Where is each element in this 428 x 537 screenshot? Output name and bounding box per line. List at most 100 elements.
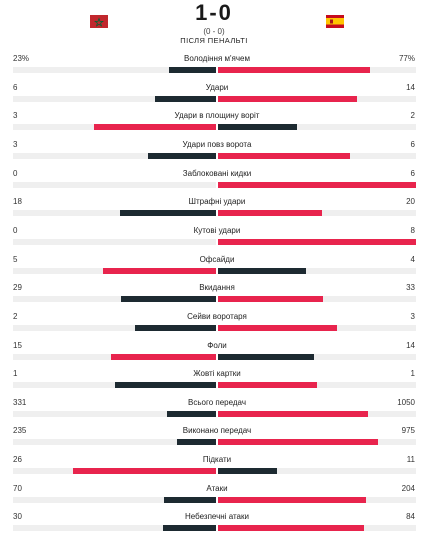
away-bar-track (218, 525, 416, 531)
stat-label: Удари (0, 83, 428, 92)
home-bar-track (13, 296, 216, 302)
stat-label: Фоли (0, 341, 428, 350)
home-bar-track (13, 411, 216, 417)
stat-label: Виконано передач (0, 426, 428, 435)
home-bar (169, 67, 216, 73)
stat-row: 2 Сейви воротаря 3 (0, 310, 428, 334)
stat-row: 15 Фоли 14 (0, 339, 428, 363)
match-score: 1-0 (0, 0, 428, 26)
away-bar-track (218, 354, 416, 360)
stat-label: Удари повз ворота (0, 140, 428, 149)
stat-row: 23% Володіння м'ячем 77% (0, 52, 428, 76)
home-bar-track (13, 182, 216, 188)
stat-row: 0 Кутові удари 8 (0, 224, 428, 248)
away-bar (218, 354, 314, 360)
home-bar (177, 439, 216, 445)
away-bar-track (218, 239, 416, 245)
match-header: 1-0 (0 - 0) ПІСЛЯ ПЕНАЛЬТІ (0, 0, 428, 48)
away-bar-track (218, 468, 416, 474)
away-bar (218, 239, 416, 245)
away-stat-value: 4 (411, 255, 415, 264)
away-stat-value: 6 (411, 140, 415, 149)
away-bar (218, 439, 378, 445)
stat-label: Вкидання (0, 283, 428, 292)
home-bar-track (13, 497, 216, 503)
home-bar-track (13, 67, 216, 73)
away-bar (218, 210, 322, 216)
away-bar (218, 468, 277, 474)
away-bar (218, 411, 368, 417)
away-stat-value: 14 (406, 341, 415, 350)
home-bar (148, 153, 216, 159)
home-bar (164, 497, 216, 503)
stat-row: 26 Підкати 11 (0, 453, 428, 477)
home-bar (121, 296, 216, 302)
away-bar (218, 124, 297, 130)
stat-label: Штрафні удари (0, 197, 428, 206)
home-bar-track (13, 468, 216, 474)
home-bar-track (13, 96, 216, 102)
stat-label: Жовті картки (0, 369, 428, 378)
home-bar (103, 268, 216, 274)
home-bar (94, 124, 216, 130)
away-bar (218, 325, 337, 331)
stat-label: Офсайди (0, 255, 428, 264)
away-bar (218, 153, 350, 159)
stat-row: 331 Всього передач 1050 (0, 396, 428, 420)
home-bar (115, 382, 217, 388)
away-bar-track (218, 325, 416, 331)
away-bar-track (218, 382, 416, 388)
away-stat-value: 8 (411, 226, 415, 235)
penalties-note: ПІСЛЯ ПЕНАЛЬТІ (0, 36, 428, 45)
stat-row: 3 Удари в площину воріт 2 (0, 109, 428, 133)
stat-label: Всього передач (0, 398, 428, 407)
stat-row: 6 Удари 14 (0, 81, 428, 105)
away-stat-value: 6 (411, 169, 415, 178)
away-stat-value: 77% (399, 54, 415, 63)
stat-row: 5 Офсайди 4 (0, 253, 428, 277)
away-bar (218, 268, 306, 274)
stat-row: 30 Небезпечні атаки 84 (0, 510, 428, 534)
home-bar-track (13, 382, 216, 388)
away-bar-track (218, 268, 416, 274)
home-bar-track (13, 525, 216, 531)
away-stat-value: 14 (406, 83, 415, 92)
stat-label: Кутові удари (0, 226, 428, 235)
stat-label: Заблоковані кидки (0, 169, 428, 178)
away-stat-value: 2 (411, 111, 415, 120)
away-bar (218, 67, 370, 73)
away-bar-track (218, 411, 416, 417)
away-bar-track (218, 67, 416, 73)
stat-label: Сейви воротаря (0, 312, 428, 321)
away-bar-track (218, 439, 416, 445)
home-bar (167, 411, 216, 417)
away-bar (218, 296, 323, 302)
stat-label: Атаки (0, 484, 428, 493)
away-bar (218, 182, 416, 188)
away-stat-value: 975 (402, 426, 415, 435)
away-stat-value: 11 (407, 455, 415, 464)
away-bar-track (218, 296, 416, 302)
stat-label: Удари в площину воріт (0, 111, 428, 120)
away-stat-value: 204 (402, 484, 415, 493)
stat-row: 29 Вкидання 33 (0, 281, 428, 305)
home-bar (120, 210, 216, 216)
stat-label: Підкати (0, 455, 428, 464)
away-stat-value: 84 (406, 512, 415, 521)
away-bar (218, 525, 364, 531)
home-bar-track (13, 124, 216, 130)
away-bar-track (218, 124, 416, 130)
stat-row: 235 Виконано передач 975 (0, 424, 428, 448)
home-bar-track (13, 439, 216, 445)
away-stat-value: 3 (411, 312, 415, 321)
home-bar-track (13, 153, 216, 159)
away-bar-track (218, 497, 416, 503)
stat-row: 18 Штрафні удари 20 (0, 195, 428, 219)
aggregate-score: (0 - 0) (0, 27, 428, 36)
away-bar-track (218, 182, 416, 188)
home-bar (73, 468, 216, 474)
away-bar-track (218, 210, 416, 216)
away-bar (218, 96, 357, 102)
away-bar-track (218, 96, 416, 102)
away-stat-value: 1050 (397, 398, 415, 407)
